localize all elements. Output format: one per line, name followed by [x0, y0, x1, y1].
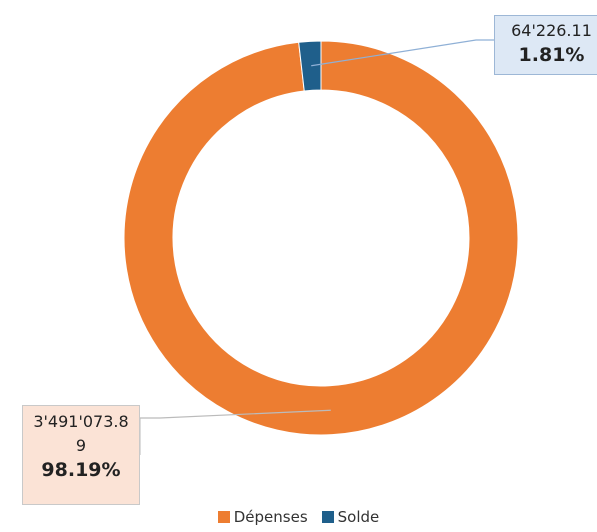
- donut-slice: [298, 40, 322, 92]
- legend-label: Solde: [337, 508, 380, 526]
- legend: Dépenses Solde: [0, 508, 597, 526]
- data-label-box: 64'226.11 1.81%: [494, 15, 597, 75]
- leader-line: [140, 409, 331, 419]
- legend-swatch: [321, 511, 334, 523]
- value-label: 64'226.11: [511, 21, 592, 40]
- legend-item: Solde: [321, 508, 380, 526]
- legend-swatch: [217, 511, 230, 523]
- value-label: 3'491'073.89: [33, 412, 129, 455]
- legend-item: Dépenses: [217, 508, 308, 526]
- data-label-box: 3'491'073.89 98.19%: [22, 405, 140, 505]
- donut-slice: [123, 40, 519, 436]
- legend-label: Dépenses: [233, 508, 308, 526]
- percent-label: 98.19%: [41, 459, 121, 481]
- leader-line: [311, 39, 494, 67]
- percent-label: 1.81%: [518, 44, 585, 66]
